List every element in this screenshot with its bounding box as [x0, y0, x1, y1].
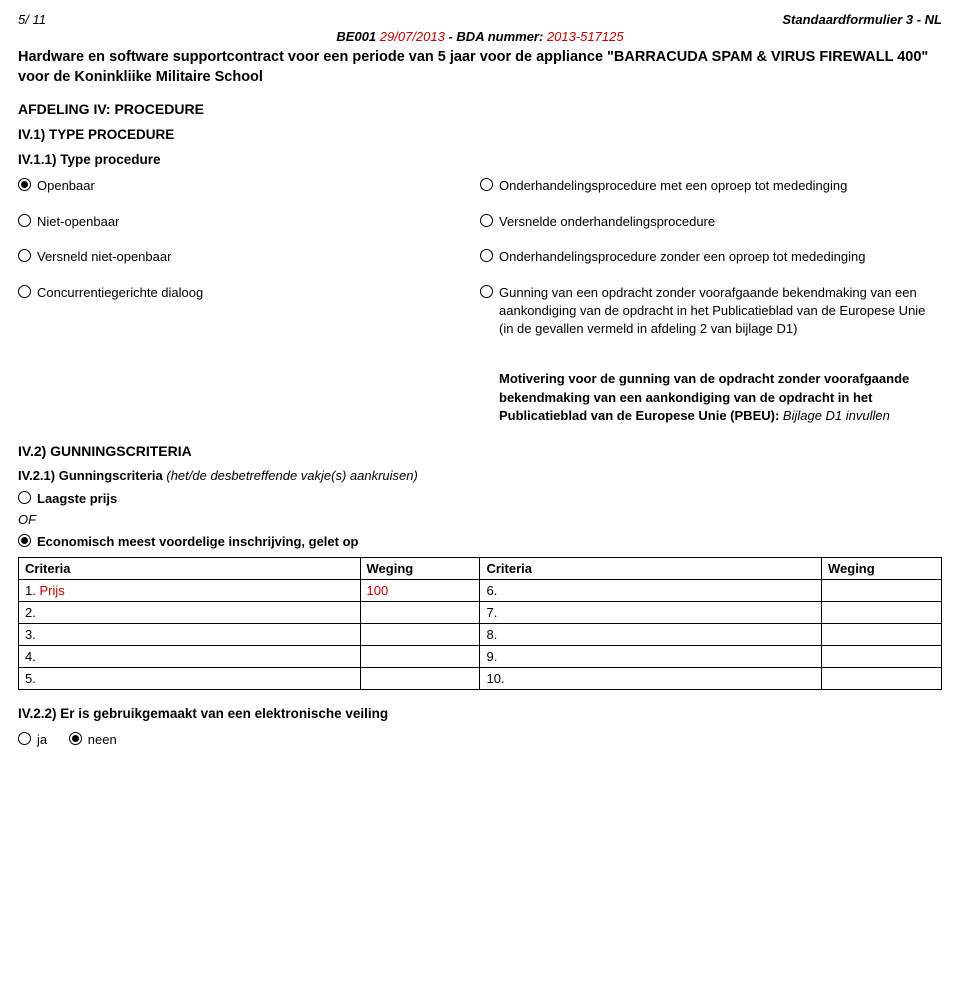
- weging-cell: 100: [360, 579, 480, 601]
- option-label: Onderhandelingsprocedure met een oproep …: [499, 177, 847, 195]
- motivation-block: Motivering voor de gunning van de opdrac…: [480, 370, 942, 425]
- table-row: 3. 8.: [19, 623, 942, 645]
- weging-cell: [360, 623, 480, 645]
- option-openbaar: Openbaar: [18, 177, 470, 195]
- radio-empty-icon: [18, 214, 31, 227]
- weging-cell: [821, 601, 941, 623]
- th-criteria: Criteria: [19, 557, 361, 579]
- criteria-tbody: 1. Prijs 100 6. 2. 7. 3. 8. 4. 9. 5. 10.: [19, 579, 942, 689]
- page-number: 5/ 11: [18, 12, 46, 27]
- iv1-heading: IV.1) TYPE PROCEDURE: [18, 127, 942, 142]
- weging-cell: [821, 667, 941, 689]
- weging-cell: [821, 623, 941, 645]
- iv21-heading: IV.2.1) Gunningscriteria (het/de desbetr…: [18, 467, 942, 485]
- weging-cell: [821, 579, 941, 601]
- option-label: Versneld niet-openbaar: [37, 248, 171, 266]
- option-laagste-prijs: Laagste prijs: [18, 490, 942, 508]
- row-label: Prijs: [36, 583, 65, 598]
- radio-filled-icon: [18, 534, 31, 547]
- table-header-row: Criteria Weging Criteria Weging: [19, 557, 942, 579]
- option-onderhandeling-zonder-oproep: Onderhandelingsprocedure zonder een opro…: [480, 248, 942, 266]
- criteria-cell: 5.: [19, 667, 361, 689]
- option-economisch-voordelig: Economisch meest voordelige inschrijving…: [18, 533, 942, 551]
- document-title: Hardware en software supportcontract voo…: [18, 48, 942, 87]
- option-gunning-zonder-bekendmaking: Gunning van een opdracht zonder voorafga…: [480, 284, 942, 339]
- radio-empty-icon: [18, 249, 31, 262]
- radio-empty-icon: [18, 491, 31, 504]
- iv2-heading: IV.2) GUNNINGSCRITERIA: [18, 443, 942, 459]
- iv21-heading-bold: IV.2.1) Gunningscriteria: [18, 468, 166, 483]
- option-label: Concurrentiegerichte dialoog: [37, 284, 203, 302]
- criteria-cell: 2.: [19, 601, 361, 623]
- criteria-table: Criteria Weging Criteria Weging 1. Prijs…: [18, 557, 942, 690]
- form-id: Standaardformulier 3 - NL: [782, 12, 942, 27]
- option-label: neen: [88, 731, 117, 749]
- option-label: Economisch meest voordelige inschrijving…: [37, 533, 358, 551]
- weging-cell: [821, 645, 941, 667]
- of-divider: OF: [18, 512, 942, 527]
- radio-empty-icon: [18, 732, 31, 745]
- criteria-cell: 7.: [480, 601, 822, 623]
- radio-empty-icon: [480, 249, 493, 262]
- criteria-cell: 4.: [19, 645, 361, 667]
- procedure-right-column: Onderhandelingsprocedure met een oproep …: [480, 177, 942, 425]
- option-versnelde-onderhandeling: Versnelde onderhandelingsprocedure: [480, 213, 942, 231]
- option-neen: neen: [69, 731, 117, 749]
- option-label: Gunning van een opdracht zonder voorafga…: [499, 284, 942, 339]
- be-mid: - BDA nummer:: [445, 29, 547, 44]
- weging-cell: [360, 645, 480, 667]
- radio-empty-icon: [18, 285, 31, 298]
- be-reference-line: BE001 29/07/2013 - BDA nummer: 2013-5171…: [18, 29, 942, 44]
- radio-filled-icon: [69, 732, 82, 745]
- option-onderhandeling-met-oproep: Onderhandelingsprocedure met een oproep …: [480, 177, 942, 195]
- criteria-cell: 9.: [480, 645, 822, 667]
- page-header: 5/ 11 Standaardformulier 3 - NL: [18, 12, 942, 27]
- criteria-cell: 10.: [480, 667, 822, 689]
- procedure-left-column: Openbaar Niet-openbaar Versneld niet-ope…: [18, 177, 480, 425]
- table-row: 1. Prijs 100 6.: [19, 579, 942, 601]
- option-ja: ja: [18, 731, 47, 749]
- iv21-heading-italic: (het/de desbetreffende vakje(s) aankruis…: [166, 468, 417, 483]
- weging-cell: [360, 601, 480, 623]
- table-row: 2. 7.: [19, 601, 942, 623]
- option-niet-openbaar: Niet-openbaar: [18, 213, 470, 231]
- be-date: 29/07/2013: [380, 29, 445, 44]
- th-weging: Weging: [360, 557, 480, 579]
- option-label: Versnelde onderhandelingsprocedure: [499, 213, 715, 231]
- iv11-heading: IV.1.1) Type procedure: [18, 152, 942, 167]
- option-label: Laagste prijs: [37, 490, 117, 508]
- procedure-options: Openbaar Niet-openbaar Versneld niet-ope…: [18, 177, 942, 425]
- option-concurrentiegerichte-dialoog: Concurrentiegerichte dialoog: [18, 284, 470, 302]
- option-versneld-niet-openbaar: Versneld niet-openbaar: [18, 248, 470, 266]
- veiling-options: ja neen: [18, 731, 942, 749]
- row-num: 1.: [25, 583, 36, 598]
- criteria-cell: 1. Prijs: [19, 579, 361, 601]
- th-weging: Weging: [821, 557, 941, 579]
- table-row: 5. 10.: [19, 667, 942, 689]
- criteria-cell: 3.: [19, 623, 361, 645]
- radio-empty-icon: [480, 214, 493, 227]
- radio-empty-icon: [480, 178, 493, 191]
- motivation-italic: Bijlage D1 invullen: [783, 408, 890, 423]
- criteria-cell: 6.: [480, 579, 822, 601]
- section-iv-heading: AFDELING IV: PROCEDURE: [18, 101, 942, 117]
- be-prefix: BE001: [336, 29, 379, 44]
- option-label: Niet-openbaar: [37, 213, 119, 231]
- table-row: 4. 9.: [19, 645, 942, 667]
- radio-filled-icon: [18, 178, 31, 191]
- radio-empty-icon: [480, 285, 493, 298]
- option-label: ja: [37, 731, 47, 749]
- th-criteria: Criteria: [480, 557, 822, 579]
- criteria-cell: 8.: [480, 623, 822, 645]
- weging-cell: [360, 667, 480, 689]
- be-number: 2013-517125: [547, 29, 624, 44]
- option-label: Onderhandelingsprocedure zonder een opro…: [499, 248, 865, 266]
- iv22-heading: IV.2.2) Er is gebruikgemaakt van een ele…: [18, 706, 942, 721]
- option-label: Openbaar: [37, 177, 95, 195]
